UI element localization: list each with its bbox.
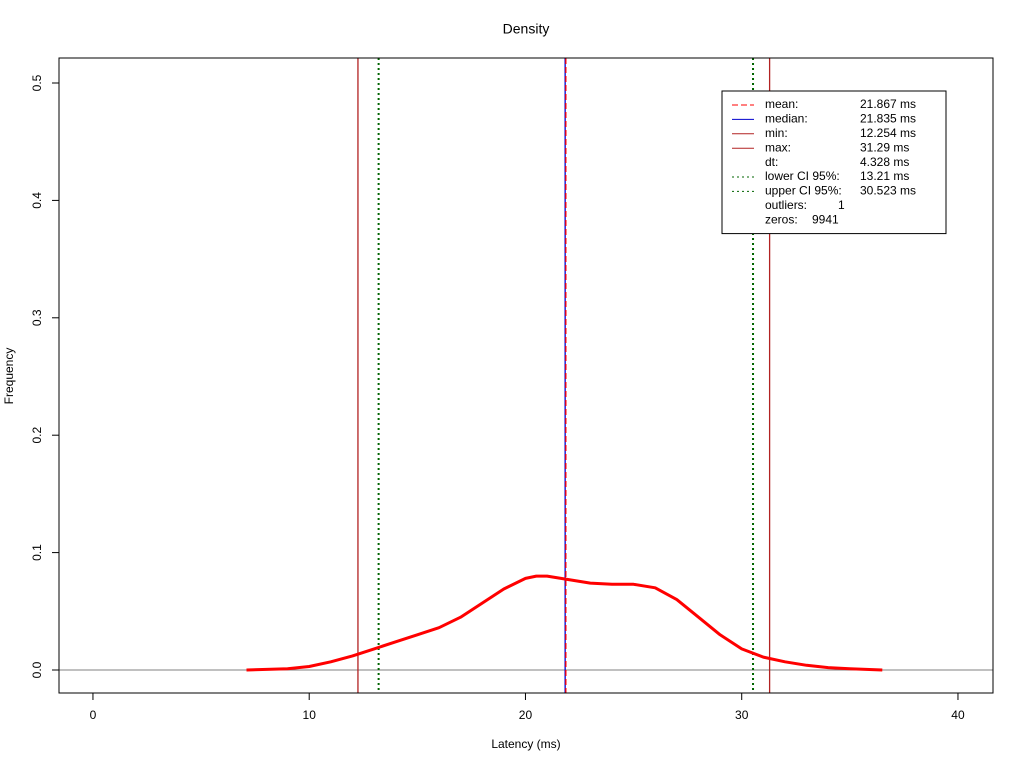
chart-title: Density [503,21,550,37]
legend-label: mean: [765,97,798,111]
legend-label: zeros: [765,212,798,226]
legend-box [721,90,947,235]
x-tick-label: 10 [303,708,317,722]
legend-value: 1 [838,198,845,212]
legend-value: 4.328 ms [860,155,909,169]
x-tick-label: 40 [951,708,965,722]
plot-frame [58,57,994,694]
legend-label: median: [765,112,808,126]
legend-value: 12.254 ms [860,126,916,140]
legend-value: 21.867 ms [860,97,916,111]
x-axis-label: Latency (ms) [491,737,560,751]
legend-label: lower CI 95%: [765,169,840,183]
legend-value: 21.835 ms [860,112,916,126]
y-tick-label: 0.3 [30,309,44,326]
legend-value: 13.21 ms [860,169,909,183]
legend-label: outliers: [765,198,807,212]
y-tick-label: 0.0 [30,661,44,678]
legend-label: min: [765,126,788,140]
y-tick-label: 0.1 [30,544,44,561]
legend-label: max: [765,140,791,154]
y-tick-label: 0.5 [30,74,44,91]
x-tick-label: 0 [90,708,97,722]
x-tick-label: 20 [519,708,533,722]
density-curve [246,574,883,672]
legend-label: dt: [765,155,778,169]
y-axis-label: Frequency [2,348,16,405]
legend-value: 30.523 ms [860,184,916,198]
legend-value: 31.29 ms [860,140,909,154]
legend-label: upper CI 95%: [765,184,842,198]
legend-value: 9941 [812,212,839,226]
x-tick-label: 30 [735,708,749,722]
y-tick-label: 0.4 [30,192,44,209]
y-tick-label: 0.2 [30,427,44,444]
